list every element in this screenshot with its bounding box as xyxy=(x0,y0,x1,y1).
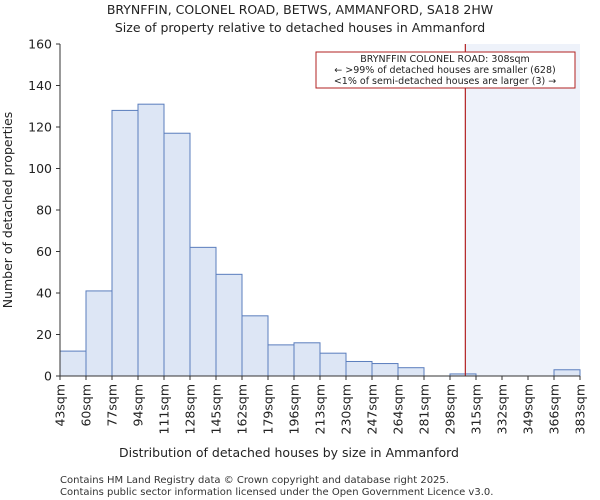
y-tick-label: 80 xyxy=(36,203,52,218)
marker-annotation: BRYNFFIN COLONEL ROAD: 308sqm ← >99% of … xyxy=(315,51,576,89)
x-tick-label: 366sqm xyxy=(547,384,562,434)
bar xyxy=(319,352,347,377)
x-tick-label: 213sqm xyxy=(313,384,328,434)
bar xyxy=(553,369,581,377)
x-ticks-layer: 43sqm 60sqm 77sqm 94sqm 111sqm 128sqm 145sqm 16… xyxy=(53,376,588,434)
y-tick-label: 160 xyxy=(28,37,52,52)
bar xyxy=(371,363,399,377)
x-tick-label: 94sqm xyxy=(131,384,146,427)
bar xyxy=(293,342,321,377)
x-tick-label: 315sqm xyxy=(469,384,484,434)
x-tick-label: 145sqm xyxy=(209,384,224,434)
bar xyxy=(397,367,425,377)
bars-layer xyxy=(59,103,581,377)
bar xyxy=(267,344,295,377)
x-tick-label: 43sqm xyxy=(53,384,68,427)
x-tick-label: 162sqm xyxy=(235,384,250,434)
annotation-line-2: ← >99% of detached houses are smaller (6… xyxy=(334,65,555,76)
bar xyxy=(85,290,113,377)
bar xyxy=(189,246,217,377)
x-tick-label: 196sqm xyxy=(287,384,302,434)
y-tick-label: 140 xyxy=(28,78,52,93)
x-tick-label: 383sqm xyxy=(573,384,588,434)
x-tick-label: 264sqm xyxy=(391,384,406,434)
y-tick-label: 20 xyxy=(36,327,52,342)
x-axis-label: Distribution of detached houses by size … xyxy=(119,445,459,460)
footer-line-2: Contains public sector information licen… xyxy=(60,487,493,498)
y-tick-label: 120 xyxy=(28,120,52,135)
x-tick-label: 349sqm xyxy=(521,384,536,434)
annotation-line-3: <1% of semi-detached houses are larger (… xyxy=(334,76,556,87)
x-tick-label: 179sqm xyxy=(261,384,276,434)
x-tick-label: 60sqm xyxy=(79,384,94,427)
footer-line-1: Contains HM Land Registry data © Crown c… xyxy=(60,475,449,486)
bar xyxy=(59,350,87,377)
chart-title: BRYNFFIN, COLONEL ROAD, BETWS, AMMANFORD… xyxy=(107,2,493,17)
bar xyxy=(215,273,243,377)
bar xyxy=(345,360,373,377)
y-tick-label: 40 xyxy=(36,286,52,301)
y-axis-label: Number of detached properties xyxy=(0,112,15,309)
highlight-region-layer xyxy=(465,44,580,376)
chart-subtitle: Size of property relative to detached ho… xyxy=(115,20,485,35)
x-tick-label: 111sqm xyxy=(157,384,172,434)
y-tick-label: 100 xyxy=(28,161,52,176)
x-tick-label: 332sqm xyxy=(495,384,510,434)
x-tick-label: 247sqm xyxy=(365,384,380,434)
y-tick-label: 60 xyxy=(36,244,52,259)
bar xyxy=(241,315,269,377)
x-tick-label: 77sqm xyxy=(105,384,120,427)
x-tick-label: 281sqm xyxy=(417,384,432,434)
y-tick-label: 0 xyxy=(44,369,52,384)
bar xyxy=(137,103,165,377)
x-tick-label: 230sqm xyxy=(339,384,354,434)
bar xyxy=(163,132,191,377)
annotation-line-1: BRYNFFIN COLONEL ROAD: 308sqm xyxy=(360,54,530,65)
annotation-box-frame xyxy=(315,51,576,89)
larger-properties-region xyxy=(465,44,580,376)
bar xyxy=(111,109,139,377)
x-tick-label: 128sqm xyxy=(183,384,198,434)
x-tick-label: 298sqm xyxy=(443,384,458,434)
y-ticks-layer: 0 20 40 60 80 100 120 140 160 xyxy=(28,37,60,384)
